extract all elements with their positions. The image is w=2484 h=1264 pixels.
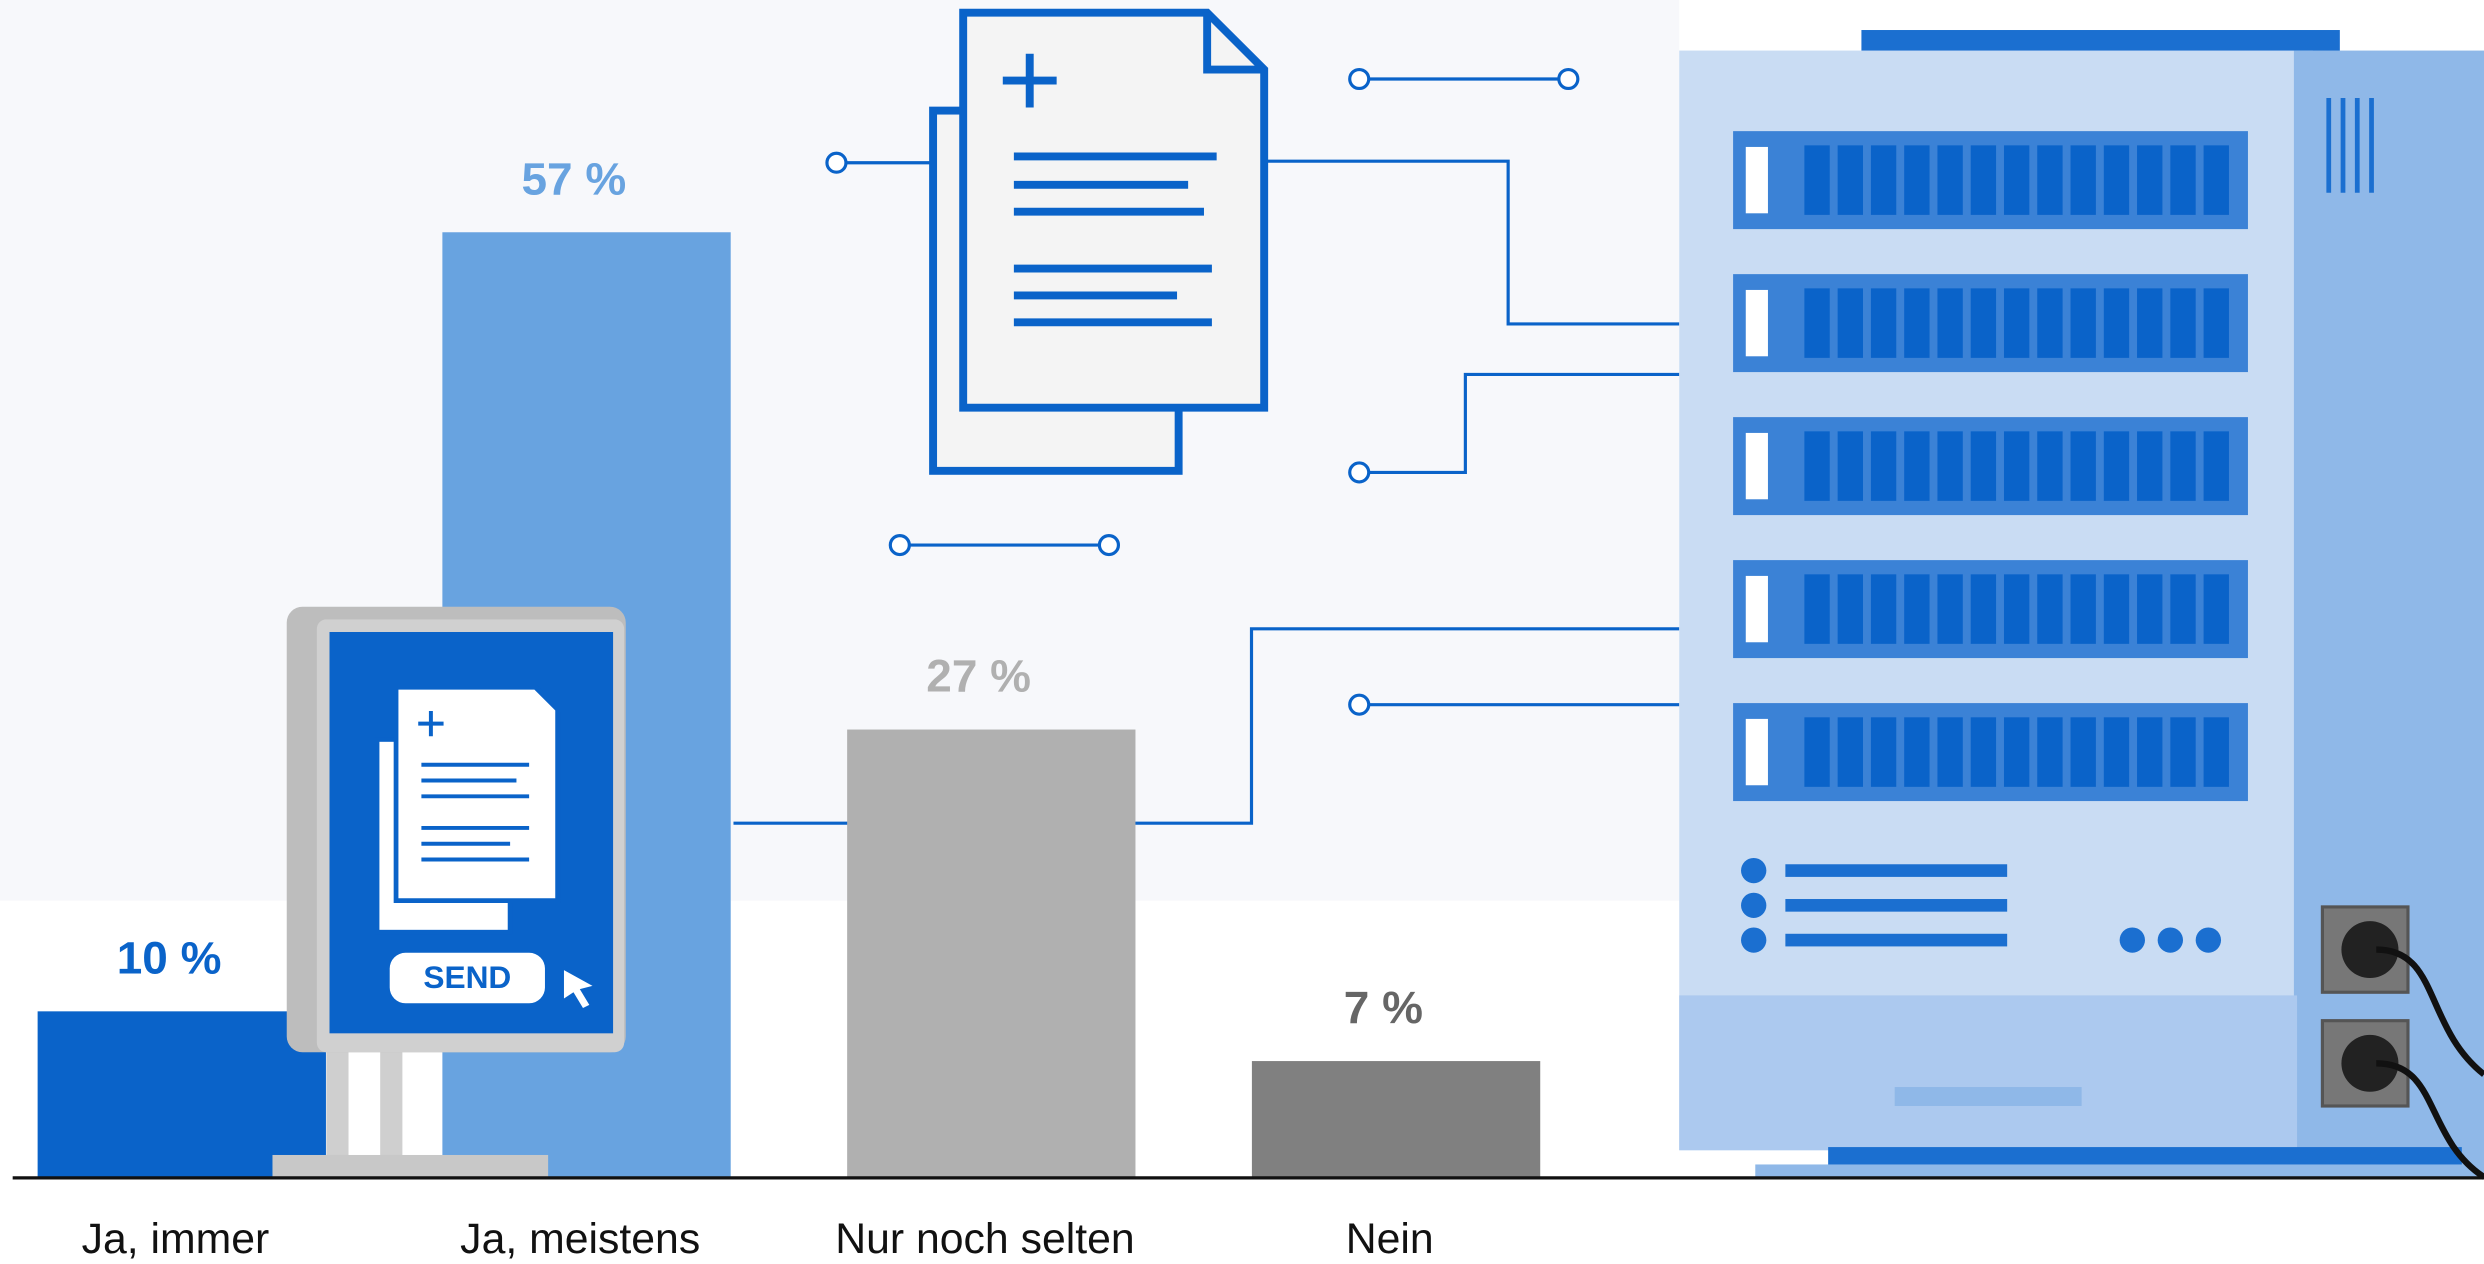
x-tick-label: Nein <box>1346 1215 1434 1263</box>
bar <box>1252 1061 1540 1177</box>
value-label: 10 % <box>117 931 222 983</box>
bar <box>847 730 1135 1178</box>
value-label: 57 % <box>522 152 627 204</box>
x-tick-label: Ja, meistens <box>460 1215 700 1263</box>
background-pattern <box>0 0 1679 901</box>
bar <box>38 1011 326 1177</box>
server <box>1679 30 2484 1177</box>
page: SEND Ja, immer 10 % Ja, meistens 57 % Nur no… <box>0 0 2484 1264</box>
value-label: 27 % <box>926 650 1031 702</box>
x-tick-label: Ja, immer <box>82 1215 270 1263</box>
x-tick-label: Nur noch selten <box>835 1215 1134 1263</box>
send-button[interactable]: SEND <box>423 959 511 995</box>
value-label: 7 % <box>1344 981 1423 1033</box>
documents <box>933 13 1264 471</box>
chart: SEND Ja, immer 10 % Ja, meistens 57 % Nur no… <box>0 0 2484 1264</box>
